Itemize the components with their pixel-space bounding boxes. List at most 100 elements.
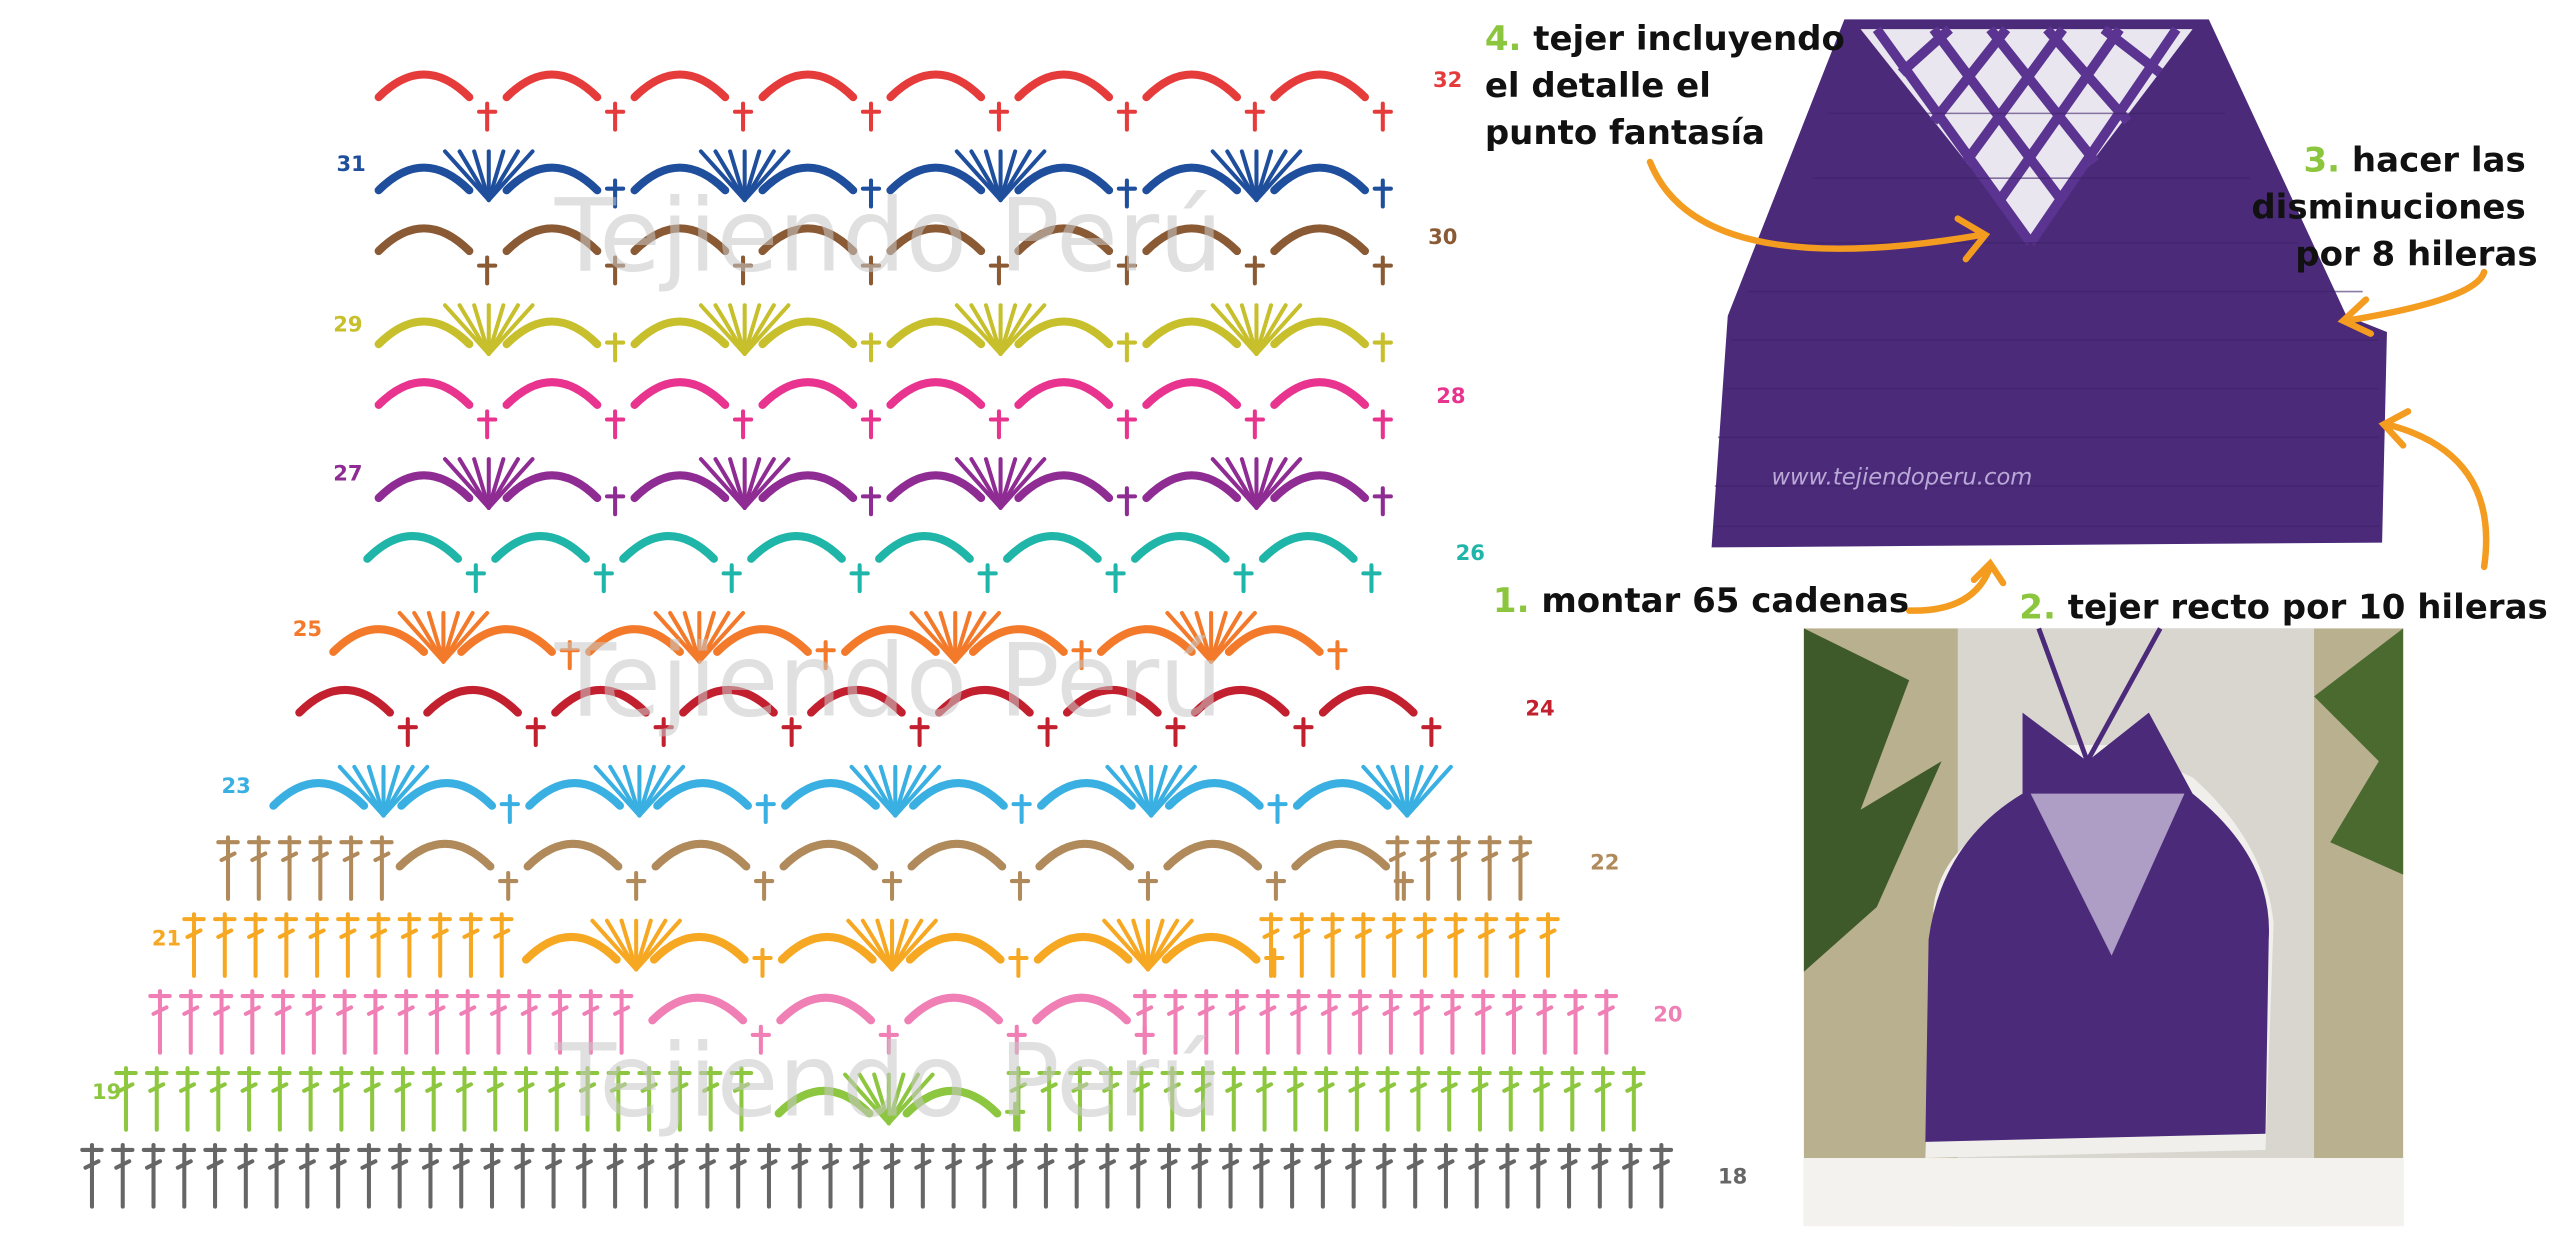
stitch	[548, 989, 572, 1055]
fan-stitch	[998, 149, 1018, 203]
fan-stitch	[682, 610, 702, 664]
step-text: disminuciones	[2251, 188, 2525, 228]
row-label: 21	[152, 925, 181, 950]
stitch	[80, 1143, 104, 1209]
single-stitch	[815, 640, 836, 671]
stitch	[1416, 835, 1440, 901]
single-stitch	[1011, 794, 1032, 824]
row	[363, 532, 1382, 594]
stitch	[1163, 989, 1188, 1055]
arrows	[1646, 158, 2490, 614]
chain-arc	[1062, 686, 1162, 717]
chain-arc	[619, 532, 718, 563]
stitch	[911, 1143, 935, 1209]
stitch	[326, 1143, 350, 1209]
row-label: 32	[1433, 67, 1462, 92]
chain-arc	[968, 625, 1068, 656]
chain-arc	[363, 532, 463, 563]
stitch	[1320, 912, 1345, 978]
chain-arc	[679, 686, 778, 717]
step-number: 2.	[2019, 588, 2056, 628]
fan-stitch	[1145, 918, 1165, 972]
stitch	[271, 989, 295, 1055]
fan-stitch	[998, 303, 1047, 356]
row-label: 31	[337, 151, 366, 176]
stitch	[209, 989, 234, 1055]
stitch	[1379, 989, 1403, 1055]
fan-stitch	[728, 303, 747, 356]
stitch	[339, 835, 363, 901]
single-stitch	[860, 101, 882, 132]
fan-stitch	[472, 457, 491, 510]
fan-stitch	[742, 457, 762, 510]
chain-arc	[1014, 471, 1114, 503]
stitch	[114, 1066, 138, 1132]
stitch	[370, 835, 394, 901]
row	[216, 835, 1533, 901]
stitch	[237, 1066, 261, 1132]
fan-stitch	[1105, 764, 1154, 818]
chain-arc	[630, 224, 730, 256]
stitch	[489, 912, 514, 978]
fan-stitch	[969, 149, 1003, 203]
fan-stitch	[1361, 764, 1410, 818]
chain-arc	[630, 317, 730, 349]
model-photo	[1803, 627, 2404, 1227]
fan-stitch	[397, 610, 446, 664]
fan-stitch	[849, 764, 898, 818]
stitch	[1560, 1066, 1585, 1132]
stitch	[664, 1143, 689, 1209]
step-number: 4.	[1485, 19, 1522, 59]
fan-stitch	[954, 303, 1003, 356]
row-label: 22	[1590, 849, 1619, 874]
fan-stitch	[352, 764, 386, 818]
chain-arc	[1270, 378, 1370, 409]
chain-arc	[909, 779, 1008, 810]
stitch	[1283, 1066, 1308, 1132]
single-stitch	[1265, 870, 1287, 901]
single-stitch	[1244, 409, 1265, 440]
stitch	[295, 1143, 320, 1209]
fan-stitch	[441, 610, 461, 664]
stitch	[308, 835, 333, 901]
stitch	[247, 835, 271, 901]
fan-stitch	[486, 303, 535, 356]
chain-arc	[1035, 839, 1135, 871]
stitch	[575, 1066, 600, 1132]
chain-arc	[374, 224, 474, 256]
stitch	[1003, 1143, 1027, 1209]
fan-stitch	[728, 457, 747, 510]
fan-stitch	[1134, 764, 1154, 818]
fan-stitch	[457, 303, 491, 356]
chain-arc	[1190, 686, 1290, 717]
fan-stitch	[1210, 303, 1259, 356]
stitch	[1477, 835, 1502, 901]
fan-stitch	[983, 303, 1003, 356]
stitch	[1351, 912, 1376, 978]
fan-stitch	[1165, 610, 1214, 664]
stitch	[541, 1143, 566, 1209]
fan-stitch	[443, 457, 491, 510]
stitch	[302, 989, 326, 1055]
stitch	[1447, 835, 1471, 901]
single-stitch	[397, 717, 418, 748]
chain-arc	[779, 839, 879, 871]
chain-arc	[651, 839, 751, 871]
chain-arc	[1270, 471, 1370, 503]
fan-stitch	[457, 457, 491, 510]
fan-stitch	[1254, 303, 1274, 356]
stitch	[148, 989, 172, 1055]
step-1: 1. montar 65 cadenas	[1493, 581, 1909, 621]
chain-arc	[502, 378, 602, 409]
stitch	[1098, 1066, 1123, 1132]
chain-arc	[777, 933, 877, 964]
stitch	[425, 989, 449, 1055]
fan-stitch	[381, 764, 430, 818]
fan-stitch	[998, 303, 1018, 356]
single-stitch	[1165, 717, 1186, 748]
chain-arc	[525, 779, 625, 810]
chain-arc	[491, 532, 590, 563]
step-4: 4. tejer incluyendo el detalle el punto …	[1485, 19, 1857, 153]
chain-arc	[295, 686, 395, 717]
single-stitch	[860, 486, 882, 517]
